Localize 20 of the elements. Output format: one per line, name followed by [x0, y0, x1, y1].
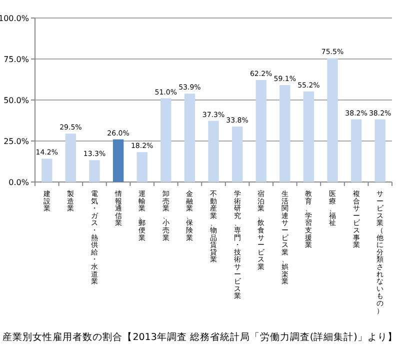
bar	[303, 91, 314, 182]
bar	[327, 58, 338, 182]
y-tick-label: 50.0%	[4, 96, 30, 105]
bar	[136, 152, 148, 182]
bar	[374, 119, 386, 182]
bar	[89, 160, 100, 182]
bar	[208, 120, 219, 182]
bar	[42, 158, 52, 182]
bar	[280, 85, 290, 182]
bar	[160, 98, 172, 182]
bar	[184, 94, 196, 182]
y-tick-label: 0.0%	[8, 178, 30, 187]
bar	[256, 80, 266, 182]
y-tick-label: 75.0%	[4, 55, 30, 64]
y-tick-label: 25.0%	[4, 137, 30, 146]
bar	[112, 139, 124, 182]
text: 産業別女性雇用者数の割合【2013年調査 総務省統計局「労働力調査(詳細集計)」より】	[2, 331, 398, 343]
bar	[65, 134, 76, 182]
bar	[232, 126, 243, 182]
bar	[350, 119, 362, 182]
